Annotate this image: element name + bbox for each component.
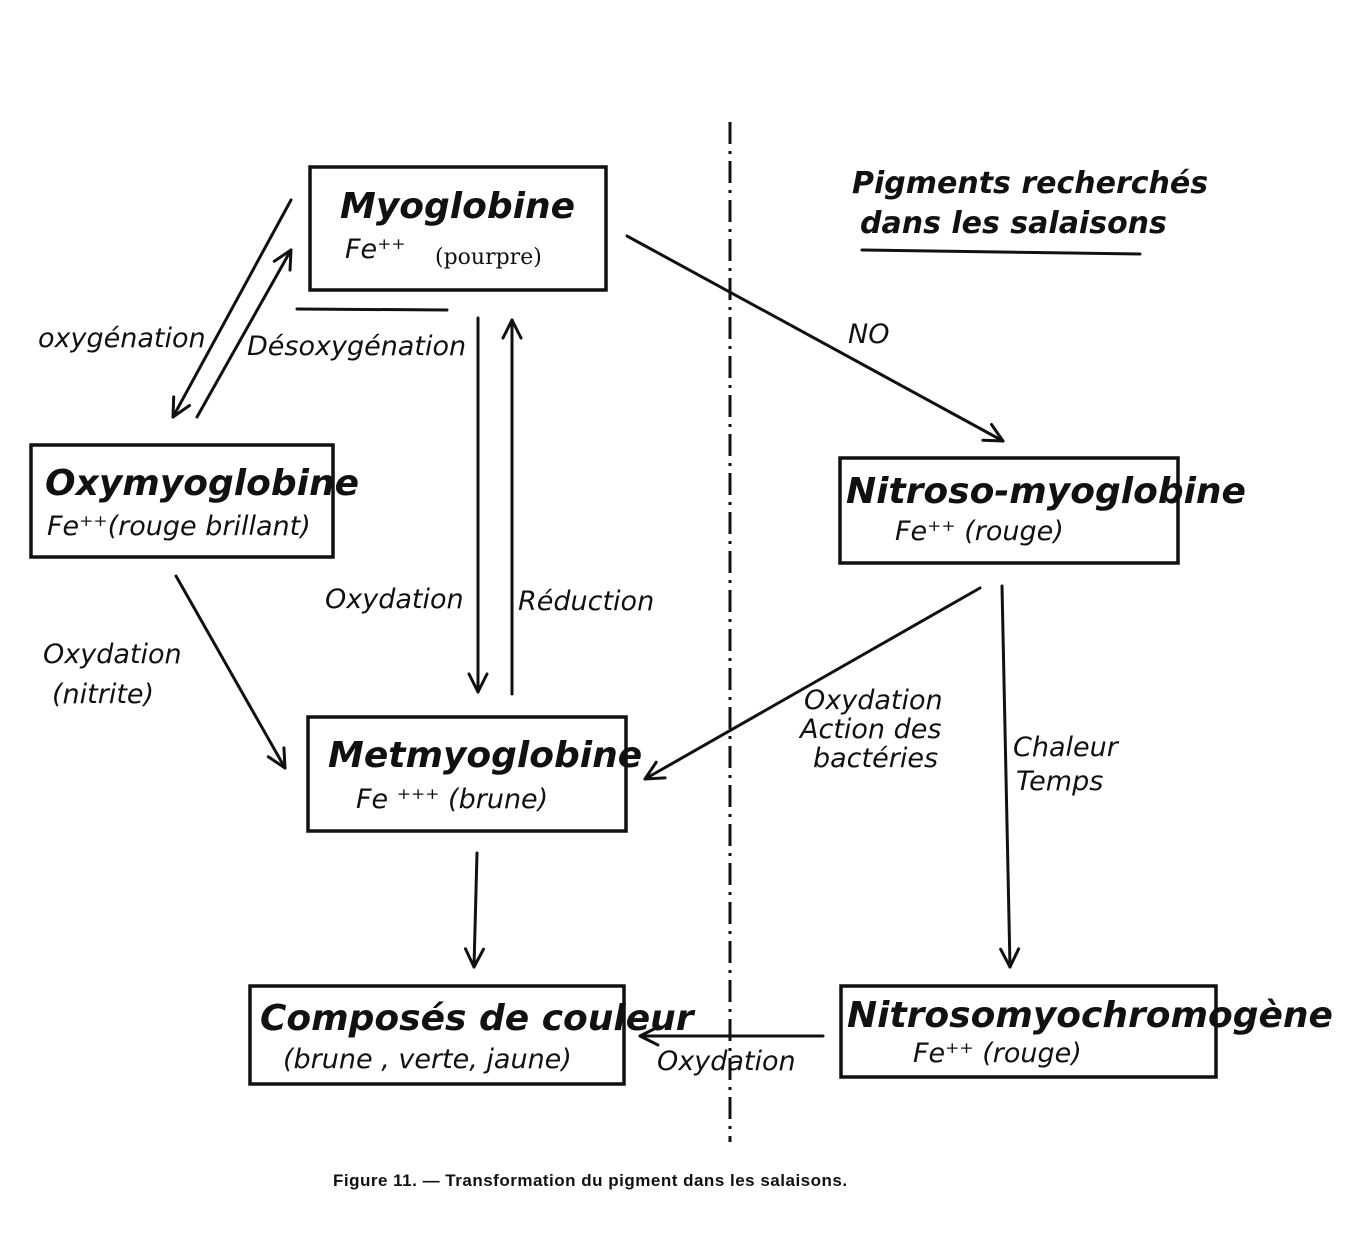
metmyoglobine-detail: Fe ⁺⁺⁺ (brune) [356, 784, 548, 815]
label-oxydation-bacteries-2: Action des [798, 714, 941, 745]
metmyoglobine-name: Metmyoglobine [328, 735, 642, 776]
nitroso-myoglobine-name: Nitroso-myoglobine [846, 471, 1246, 512]
arrow-oxydation-nitrite [174, 574, 287, 770]
label-oxydation-nitrite-1: Oxydation [43, 639, 182, 670]
arrow-met-to-composes [463, 851, 485, 969]
label-no: NO [848, 319, 889, 350]
node-metmyoglobine: Metmyoglobine Fe ⁺⁺⁺ (brune) [306, 715, 642, 833]
myoglobine-color: (pourpre) [435, 245, 542, 270]
label-desoxygenation: Désoxygénation [247, 331, 466, 362]
pigments-heading-line1: Pigments recherchés [852, 166, 1208, 201]
label-reduction: Réduction [518, 586, 654, 617]
node-nitrosomyochromogene: Nitrosomyochromogène Fe⁺⁺ (rouge) [839, 984, 1333, 1079]
label-oxydation-bacteries-1: Oxydation [804, 685, 943, 716]
figure-caption: Figure 11. — Transformation du pigment d… [333, 1171, 848, 1190]
oxymyoglobine-detail: Fe⁺⁺(rouge brillant) [47, 511, 311, 542]
arrow-no [625, 234, 1005, 443]
arrow-chaleur-temps [999, 584, 1021, 969]
node-myoglobine: Myoglobine Fe⁺⁺ (pourpre) [308, 165, 608, 292]
label-oxydation-bottom: Oxydation [657, 1046, 796, 1077]
myoglobine-underline [295, 307, 449, 312]
nitrosomyochromogene-name: Nitrosomyochromogène [847, 995, 1333, 1036]
myoglobine-fe: Fe⁺⁺ [345, 234, 406, 265]
label-temps: Temps [1016, 766, 1103, 797]
label-oxygenation: oxygénation [38, 323, 206, 354]
myoglobine-name: Myoglobine [340, 186, 575, 227]
label-chaleur: Chaleur [1013, 732, 1120, 763]
arrow-oxygenation [171, 198, 293, 419]
composes-name: Composés de couleur [260, 998, 696, 1039]
nitroso-myoglobine-detail: Fe⁺⁺ (rouge) [895, 516, 1064, 547]
heading-underline [860, 248, 1142, 256]
nitrosomyochromogene-detail: Fe⁺⁺ (rouge) [913, 1038, 1082, 1069]
oxymyoglobine-name: Oxymyoglobine [45, 463, 359, 504]
node-nitroso-myoglobine: Nitroso-myoglobine Fe⁺⁺ (rouge) [838, 456, 1246, 565]
label-oxydation-bacteries-3: bactéries [813, 743, 938, 774]
node-oxymyoglobine: Oxymyoglobine Fe⁺⁺(rouge brillant) [29, 443, 359, 559]
arrow-desoxygenation [195, 248, 293, 419]
pigments-heading-line2: dans les salaisons [860, 206, 1167, 241]
composes-detail: (brune , verte, jaune) [283, 1044, 572, 1075]
label-oxydation-nitrite-2: (nitrite) [52, 679, 154, 710]
node-composes-de-couleur: Composés de couleur (brune , verte, jaun… [248, 984, 696, 1086]
arrow-oxydation-bacteries [643, 586, 982, 781]
label-oxydation-center: Oxydation [325, 584, 464, 615]
